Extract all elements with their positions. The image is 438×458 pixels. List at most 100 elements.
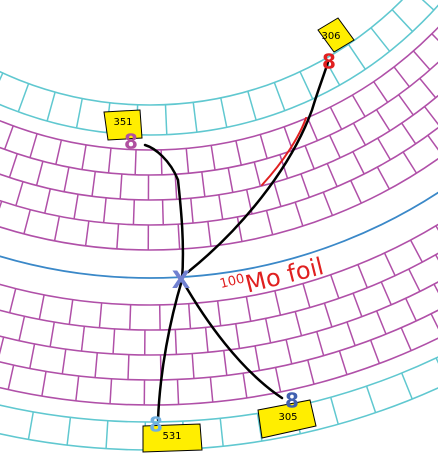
cell-wall	[49, 321, 56, 347]
cell-wall	[222, 350, 228, 376]
cell-wall	[0, 336, 5, 355]
tracker-ring	[0, 223, 438, 306]
tracker-ring	[0, 126, 438, 226]
tracker-ring	[0, 280, 438, 356]
cell-wall	[264, 318, 272, 344]
cell-wall	[235, 140, 242, 166]
cell-wall	[347, 43, 366, 70]
cell-wall	[393, 66, 410, 88]
tracker-ring	[0, 309, 438, 381]
cell-wall	[397, 94, 414, 116]
cell-wall	[352, 151, 365, 175]
cell-wall	[29, 133, 38, 158]
cell-wall	[400, 327, 412, 351]
calorimeter-block	[103, 109, 143, 141]
cell-wall	[94, 352, 99, 378]
hit-marker: 8	[149, 413, 163, 437]
cell-wall	[46, 91, 56, 122]
cell-wall	[204, 327, 209, 353]
cell-wall	[273, 82, 286, 111]
calorimeter-block	[142, 423, 203, 453]
cell-wall	[316, 331, 325, 356]
cell-wall	[191, 353, 195, 379]
tracker-ring	[0, 61, 438, 176]
calorimeter-block	[317, 17, 355, 53]
cell-wall	[0, 201, 3, 209]
vertex-marker: X	[172, 266, 191, 294]
cell-wall	[253, 161, 262, 187]
cell-wall	[274, 367, 282, 393]
cell-wall	[352, 122, 367, 146]
block-label: 305	[278, 412, 297, 423]
cell-wall	[227, 167, 234, 193]
cell-wall	[273, 182, 282, 207]
cell-wall	[109, 378, 113, 404]
cell-wall	[405, 297, 417, 322]
cell-wall	[299, 71, 314, 100]
track	[180, 278, 284, 400]
cell-wall	[116, 223, 120, 249]
cell-wall	[306, 117, 319, 141]
cell-wall	[329, 106, 343, 130]
cell-wall	[265, 210, 274, 235]
cell-wall	[7, 364, 15, 390]
cell-wall	[15, 181, 24, 206]
cell-wall	[73, 194, 79, 220]
cell-wall	[423, 106, 438, 126]
cell-wall	[302, 283, 311, 308]
track-fit	[261, 117, 307, 186]
cell-wall	[209, 377, 214, 403]
track	[186, 60, 330, 274]
tracks	[143, 60, 330, 422]
cell-wall	[365, 385, 377, 413]
hit-marker: 8	[322, 50, 336, 74]
cell-wall	[187, 303, 192, 329]
cell-wall	[326, 163, 338, 187]
cell-wall	[402, 151, 418, 174]
cell-wall	[161, 199, 165, 225]
cell-wall	[254, 345, 261, 371]
cell-wall	[53, 216, 61, 241]
block-label: 351	[113, 117, 132, 128]
cell-wall	[236, 216, 243, 242]
cell-wall	[112, 328, 116, 354]
cell-wall	[220, 97, 228, 128]
block-label: 531	[162, 431, 181, 442]
cell-wall	[164, 104, 168, 135]
block-label: 306	[321, 31, 340, 42]
cell-wall	[102, 197, 107, 223]
cell-wall	[419, 77, 437, 99]
cell-wall	[17, 83, 30, 113]
cell-wall	[68, 299, 74, 325]
cell-wall	[66, 417, 72, 446]
cell-wall	[201, 171, 206, 197]
cell-wall	[41, 371, 47, 397]
tracker-ring	[0, 26, 438, 151]
cell-wall	[216, 300, 222, 326]
calorimeter-ring	[0, 356, 438, 423]
cell-wall	[210, 145, 216, 171]
cell-wall	[174, 329, 178, 355]
cell-wall	[218, 194, 224, 220]
cell-wall	[192, 102, 198, 133]
cell-wall	[44, 188, 52, 214]
track	[156, 278, 184, 422]
cell-wall	[132, 199, 136, 225]
cell-wall	[322, 191, 334, 216]
cell-wall	[412, 50, 431, 71]
hit-marker: 8	[285, 389, 299, 413]
cell-wall	[391, 9, 414, 33]
cell-wall	[383, 252, 396, 276]
cell-wall	[234, 323, 241, 349]
calorimeter-block	[257, 399, 317, 439]
cell-wall	[329, 397, 339, 425]
foil-superscript: 100	[218, 271, 246, 292]
tracker-ring	[0, 94, 438, 201]
track	[143, 143, 185, 282]
cell-wall	[8, 153, 18, 178]
tracker-ring	[0, 157, 438, 251]
cell-wall	[285, 339, 293, 365]
calorimeter-blocks	[103, 17, 355, 453]
